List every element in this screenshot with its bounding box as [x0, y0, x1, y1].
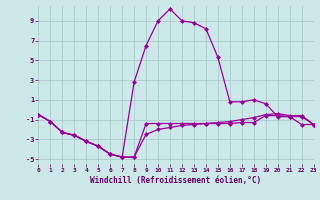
X-axis label: Windchill (Refroidissement éolien,°C): Windchill (Refroidissement éolien,°C)	[91, 176, 261, 185]
